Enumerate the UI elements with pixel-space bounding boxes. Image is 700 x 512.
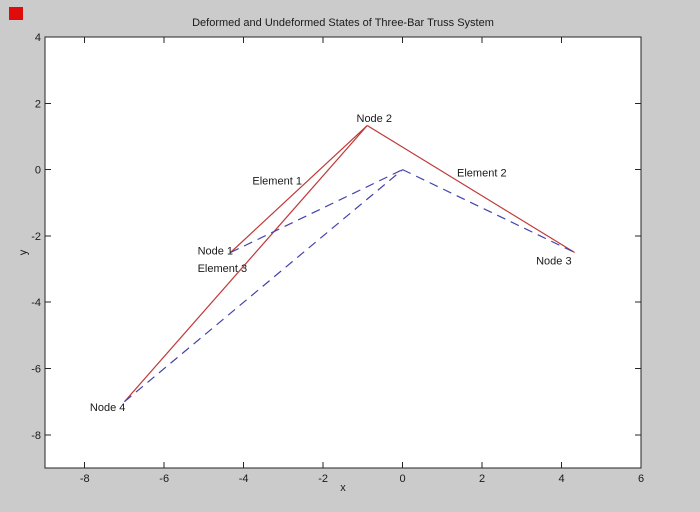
deformed-member-line — [124, 125, 368, 403]
y-tick-label: 4 — [35, 32, 41, 44]
deformed-member-line — [230, 125, 368, 253]
x-tick-label: 6 — [638, 473, 644, 485]
deformed-member-line — [366, 125, 575, 254]
undeformed-member-line — [402, 169, 575, 254]
y-axis-label: y — [17, 249, 30, 256]
annotation-label: Element 3 — [198, 263, 248, 275]
annotation-label: Element 1 — [252, 176, 302, 188]
annotation-label: Node 4 — [90, 402, 125, 414]
undeformed-member-line — [124, 169, 403, 403]
red-square-marker — [9, 7, 23, 20]
x-tick-label: -8 — [80, 473, 90, 485]
y-tick-label: 2 — [35, 98, 41, 110]
x-tick-label: 2 — [479, 473, 485, 485]
annotation-label: Element 2 — [457, 168, 507, 180]
x-tick-label: 4 — [558, 473, 564, 485]
plot-area — [44, 36, 642, 469]
annotation-label: Node 1 — [198, 246, 233, 258]
y-tick-label: -8 — [31, 430, 41, 442]
y-tick-label: 0 — [35, 165, 41, 177]
x-tick-label: -2 — [318, 473, 328, 485]
x-tick-label: -6 — [159, 473, 169, 485]
y-tick-label: -4 — [31, 297, 41, 309]
x-axis-label: x — [340, 482, 346, 494]
y-tick-label: -6 — [31, 364, 41, 376]
annotation-label: Node 2 — [357, 113, 392, 125]
x-tick-label: -4 — [239, 473, 249, 485]
y-tick-label: -2 — [31, 231, 41, 243]
undeformed-member-line — [230, 169, 403, 254]
x-tick-label: 0 — [400, 473, 406, 485]
annotation-label: Node 3 — [536, 255, 571, 267]
chart-title: Deformed and Undeformed States of Three-… — [192, 17, 494, 29]
